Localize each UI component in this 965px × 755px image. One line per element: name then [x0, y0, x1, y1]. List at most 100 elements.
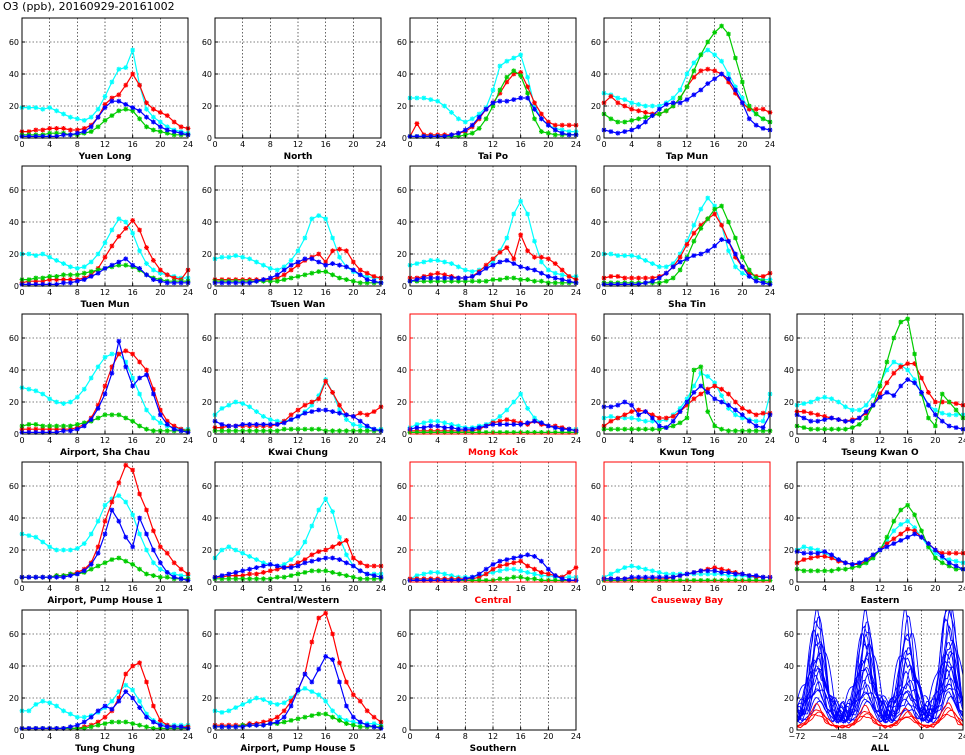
data-point: [643, 258, 648, 263]
data-point: [615, 402, 621, 408]
data-point: [719, 71, 724, 77]
data-point: [670, 100, 676, 106]
data-point: [240, 724, 246, 730]
data-point: [109, 98, 115, 104]
data-point: [226, 576, 232, 582]
data-point: [137, 82, 142, 88]
data-point: [608, 129, 614, 134]
data-point: [414, 134, 420, 139]
y-tick-label: 60: [591, 334, 601, 343]
data-point: [254, 422, 259, 427]
data-point: [670, 95, 676, 101]
data-point: [254, 565, 259, 570]
data-point: [946, 412, 952, 418]
x-tick-label: 24: [183, 732, 193, 741]
data-point: [323, 698, 329, 704]
data-point: [316, 692, 322, 698]
data-point: [428, 258, 434, 263]
data-point: [88, 274, 94, 279]
data-point: [240, 401, 246, 406]
x-tick-label: 20: [930, 436, 940, 445]
data-point: [650, 578, 655, 583]
data-point: [95, 106, 101, 112]
data-point: [350, 422, 356, 427]
data-point: [74, 266, 80, 271]
data-point: [518, 391, 524, 397]
data-point: [130, 375, 136, 381]
data-point: [288, 426, 294, 432]
data-point: [469, 574, 475, 580]
data-point: [130, 47, 136, 53]
data-point: [525, 570, 530, 575]
data-point: [476, 114, 482, 120]
data-point: [261, 262, 266, 268]
data-point: [281, 574, 287, 580]
data-point: [316, 507, 322, 513]
data-point: [371, 409, 377, 414]
data-point: [932, 550, 938, 556]
x-tick-label: 16: [710, 288, 720, 297]
data-point: [912, 512, 917, 518]
data-point: [74, 130, 80, 136]
data-point: [608, 116, 614, 122]
data-point: [151, 391, 156, 397]
x-tick-label: 0: [601, 140, 606, 149]
data-point: [753, 578, 759, 583]
data-point: [33, 426, 39, 432]
data-point: [705, 578, 711, 583]
data-point: [946, 399, 952, 405]
data-point: [636, 102, 641, 107]
data-point: [462, 119, 468, 125]
data-point: [456, 275, 461, 281]
data-point: [801, 409, 807, 414]
data-point: [539, 570, 544, 575]
data-point: [350, 574, 356, 580]
data-point: [518, 232, 524, 238]
data-point: [68, 272, 73, 278]
data-point: [288, 703, 294, 709]
data-point: [295, 560, 301, 566]
data-point: [157, 278, 163, 284]
series-line: [796, 709, 964, 729]
data-point: [157, 124, 163, 130]
x-tick-label: 8: [268, 584, 273, 593]
data-point: [178, 576, 184, 582]
data-point: [330, 631, 335, 637]
data-point: [726, 79, 731, 85]
y-tick-label: 60: [202, 186, 212, 195]
data-point: [545, 119, 551, 125]
x-tick-label: 24: [376, 436, 386, 445]
data-point: [116, 216, 122, 222]
data-point: [68, 573, 73, 578]
data-point: [539, 420, 544, 426]
data-point: [81, 423, 87, 429]
data-point: [95, 270, 101, 276]
data-point: [719, 399, 724, 405]
x-tick-label: 16: [321, 140, 331, 149]
data-point: [421, 275, 427, 281]
data-point: [705, 386, 711, 392]
data-point: [130, 512, 136, 518]
data-point: [684, 71, 690, 77]
data-point: [88, 531, 94, 537]
data-point: [95, 518, 101, 524]
data-point: [829, 396, 834, 402]
data-point: [836, 399, 841, 405]
data-point: [932, 547, 938, 553]
data-point: [309, 402, 315, 408]
y-tick-label: 0: [207, 282, 212, 291]
data-point: [525, 211, 530, 217]
data-point: [254, 695, 259, 701]
data-point: [545, 130, 551, 136]
x-tick-label: 0: [19, 436, 24, 445]
data-point: [130, 467, 136, 473]
data-point: [905, 377, 911, 382]
data-point: [171, 132, 177, 138]
data-point: [109, 496, 115, 502]
data-point: [130, 721, 136, 726]
data-point: [178, 566, 184, 572]
data-point: [532, 554, 537, 559]
x-tick-label: 8: [850, 436, 855, 445]
data-point: [712, 211, 718, 217]
